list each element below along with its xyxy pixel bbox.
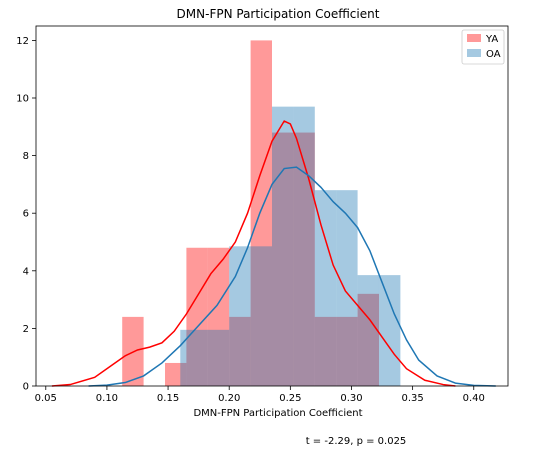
x-tick-label: 0.40 — [463, 393, 485, 404]
oa-bar-0 — [180, 329, 208, 386]
oa-bar-6 — [314, 190, 337, 386]
legend-swatch-oa — [467, 49, 481, 57]
x-tick-label: 0.30 — [340, 393, 362, 404]
oa-kde-line — [88, 166, 496, 387]
ya-bar-8 — [293, 132, 315, 386]
x-tick-label: 0.15 — [157, 393, 179, 404]
x-tick-label: 0.20 — [218, 393, 240, 404]
legend-label-ya: YA — [485, 34, 498, 45]
x-tick-label: 0.25 — [279, 393, 301, 404]
oa-bar-9 — [378, 275, 401, 386]
ya-bar-7 — [272, 132, 294, 386]
legend-label-oa: OA — [486, 49, 501, 60]
oa-bar-4 — [272, 106, 294, 386]
y-tick-label: 2 — [23, 324, 29, 335]
y-tick-label: 4 — [23, 266, 29, 277]
oa-bar-3 — [250, 246, 272, 386]
chart-title: DMN-FPN Participation Coefficient — [177, 7, 380, 21]
y-tick-label: 0 — [23, 382, 29, 393]
y-tick-label: 12 — [16, 36, 29, 47]
legend-box — [461, 29, 505, 65]
y-tick-label: 8 — [23, 151, 29, 162]
x-axis-label: DMN-FPN Participation Coefficient — [193, 408, 362, 419]
x-tick-label: 0.10 — [96, 393, 118, 404]
kde-layer — [51, 120, 496, 387]
legend-swatch-ya — [467, 34, 481, 42]
y-tick-label: 6 — [23, 209, 29, 220]
x-axis: 0.05 0.10 0.15 0.20 0.25 0.30 0.35 0.40 — [35, 386, 485, 404]
ya-bar-6 — [250, 40, 272, 387]
bars-layer — [122, 40, 401, 387]
ya-bar-10 — [336, 316, 358, 386]
ya-bar-4 — [207, 247, 230, 386]
y-tick-label: 10 — [16, 94, 29, 105]
ya-bar-11 — [357, 293, 379, 386]
oa-bar-7 — [336, 190, 358, 386]
ya-kde-line — [51, 120, 456, 387]
ya-bar-9 — [314, 316, 337, 386]
y-axis: 0 2 4 6 8 10 12 — [16, 36, 36, 393]
oa-bar-5 — [293, 106, 315, 386]
stats-annotation: t = -2.29, p = 0.025 — [306, 436, 407, 447]
oa-bar-1 — [207, 329, 230, 386]
x-tick-label: 0.05 — [35, 393, 57, 404]
oa-bar-2 — [229, 246, 251, 386]
ya-bar-3 — [186, 247, 208, 386]
legend: YA OA — [461, 29, 505, 65]
plot-frame — [35, 25, 509, 387]
oa-bar-8 — [357, 275, 379, 386]
ya-bar-2 — [165, 362, 187, 386]
x-tick-label: 0.35 — [401, 393, 423, 404]
ya-bar-5 — [229, 316, 251, 386]
